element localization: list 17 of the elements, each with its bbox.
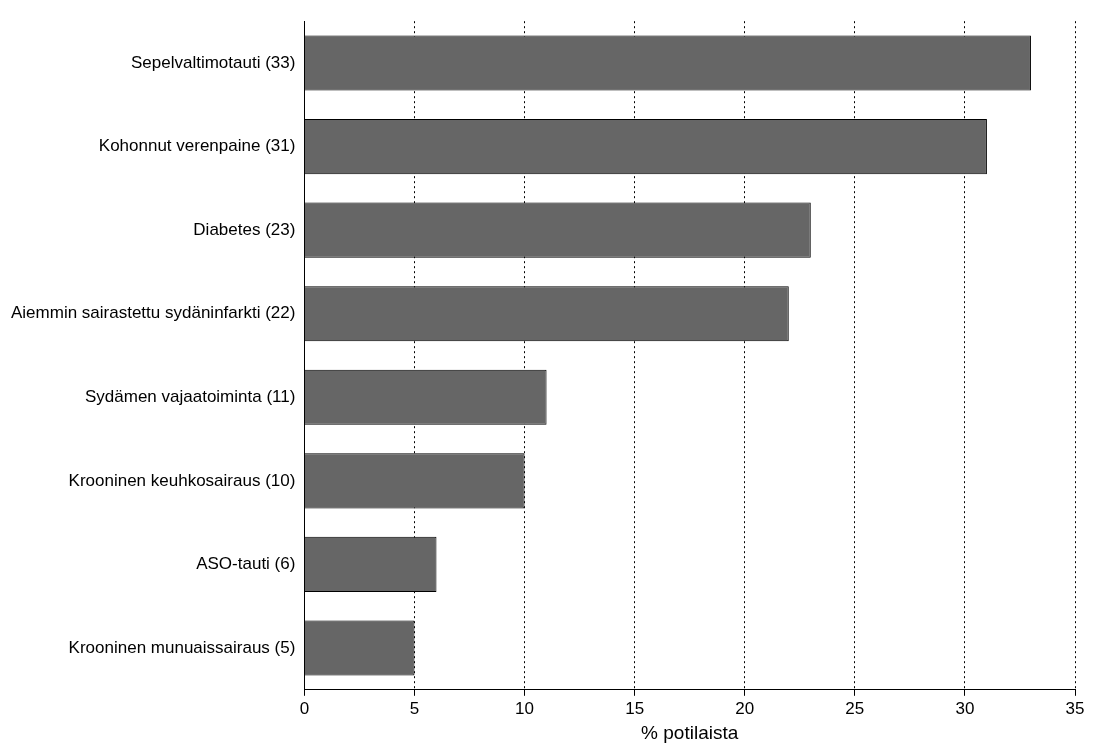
x-tick-label: 35 — [1065, 698, 1085, 718]
x-tick-label: 0 — [299, 698, 310, 718]
x-tick-label: 25 — [845, 698, 865, 718]
x-axis-title: % potilaista — [641, 721, 739, 743]
y-tick-label: Sepelvaltimotauti (33) — [130, 52, 296, 72]
x-tick-label: 30 — [955, 698, 975, 718]
x-tick-label: 15 — [625, 698, 645, 718]
x-tick-label: 5 — [409, 698, 420, 718]
y-tick-label: Krooninen keuhkosairaus (10) — [68, 470, 296, 490]
x-tick-label: 20 — [735, 698, 755, 718]
y-tick-label: Kohonnut verenpaine (31) — [98, 136, 296, 156]
y-tick-label: Diabetes (23) — [193, 219, 296, 239]
y-tick-label: ASO-tauti (6) — [196, 554, 296, 574]
y-tick-label: Sydämen vajaatoiminta (11) — [84, 386, 296, 406]
x-tick-label: 10 — [515, 698, 535, 718]
y-tick-label: Krooninen munuaissairaus (5) — [68, 637, 296, 657]
y-tick-label: Aiemmin sairastettu sydäninfarkti (22) — [10, 303, 296, 323]
